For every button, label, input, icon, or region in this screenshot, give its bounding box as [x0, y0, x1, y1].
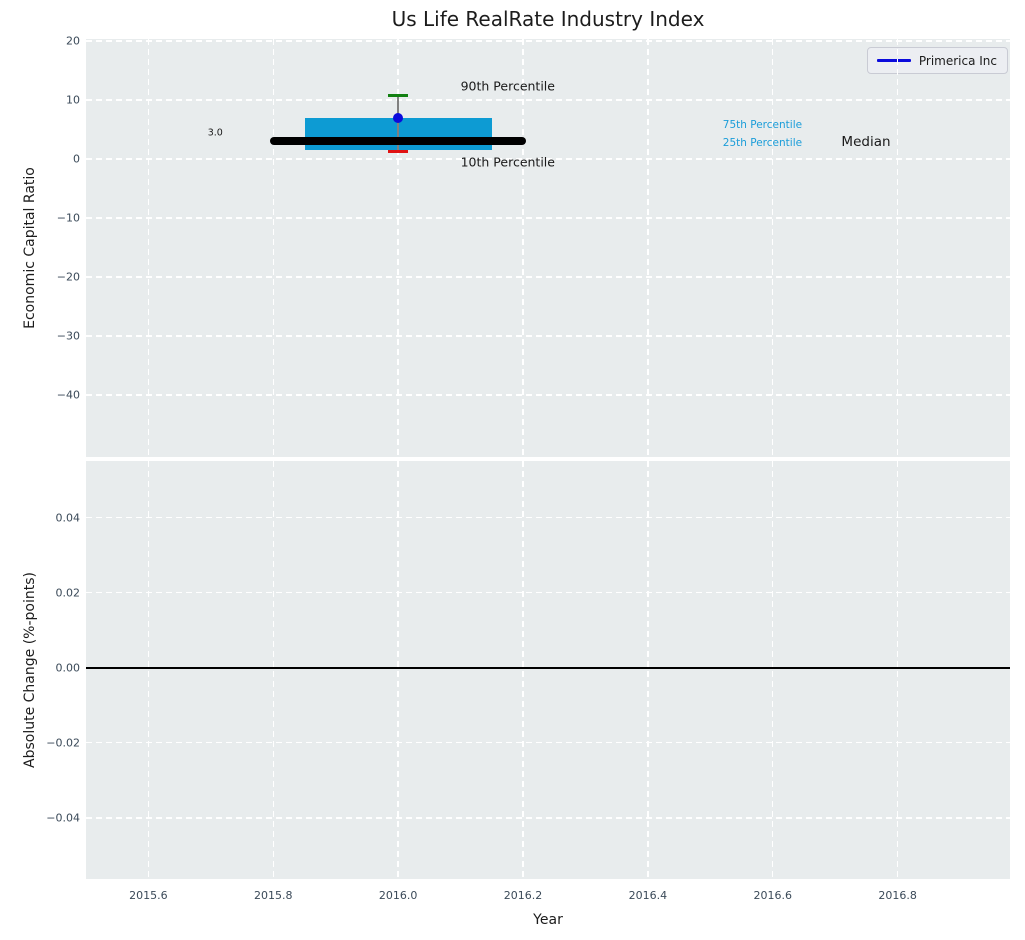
y-gridline — [86, 817, 1010, 819]
bottom-y-tick-label: 0.04 — [55, 511, 81, 525]
top-y-axis-label: Economic Capital Ratio — [22, 167, 38, 329]
bottom-y-tick-label: −0.02 — [46, 736, 80, 750]
legend-series-label: Primerica Inc — [918, 53, 997, 68]
y-gridline — [86, 516, 1010, 519]
bottom-y-axis-label: Absolute Change (%-points) — [22, 572, 38, 768]
x-gridline — [896, 39, 899, 457]
y-gridline — [86, 40, 1010, 42]
annotation-25th-percentile: 25th Percentile — [722, 137, 803, 150]
median-line — [270, 137, 527, 146]
annotation-75th-percentile: 75th Percentile — [722, 118, 803, 131]
whisker-line — [397, 95, 399, 152]
annotation-3-0: 3.0 — [207, 127, 223, 139]
annotation-90th-percentile: 90th Percentile — [460, 78, 555, 94]
bottom-plot-area — [86, 461, 1010, 879]
top-plot-area — [86, 39, 1010, 457]
y-gridline — [86, 217, 1010, 219]
top-y-tick-label: 20 — [66, 34, 80, 48]
x-tick-label: 2016.6 — [753, 889, 793, 902]
x-tick-label: 2015.8 — [254, 889, 293, 902]
annotation-10th-percentile: 10th Percentile — [460, 154, 555, 170]
x-gridline — [397, 461, 399, 879]
y-gridline — [86, 394, 1010, 396]
legend: Primerica Inc — [866, 47, 1008, 74]
x-gridline — [397, 39, 399, 457]
p90-cap — [388, 93, 409, 97]
y-gridline — [86, 276, 1010, 278]
x-tick-label: 2015.6 — [129, 889, 168, 902]
top-y-tick-label: −10 — [56, 211, 80, 225]
p10-cap — [388, 149, 409, 154]
top-y-tick-label: −30 — [56, 329, 80, 343]
x-gridline — [647, 461, 649, 879]
bottom-y-tick-label: −0.04 — [46, 811, 80, 825]
x-gridline — [522, 39, 524, 457]
zero-line — [86, 666, 1010, 669]
y-gridline — [86, 742, 1010, 744]
x-gridline — [896, 461, 899, 879]
top-y-tick-label: −20 — [56, 270, 80, 284]
top-y-tick-label: −40 — [56, 388, 80, 402]
x-tick-label: 2016.2 — [503, 889, 543, 902]
x-gridline — [772, 461, 774, 879]
x-gridline — [147, 461, 150, 879]
top-y-tick-label: 0 — [73, 152, 80, 166]
x-gridline — [772, 39, 774, 457]
x-gridline — [647, 39, 649, 457]
bottom-y-tick-label: 0.02 — [55, 586, 81, 600]
x-tick-label: 2016.0 — [378, 889, 418, 902]
series-marker — [393, 113, 404, 124]
x-gridline — [147, 39, 150, 457]
top-y-tick-label: 10 — [66, 93, 80, 107]
x-tick-label: 2016.8 — [878, 889, 917, 902]
annotation-median: Median — [841, 134, 891, 151]
x-tick-label: 2016.4 — [628, 889, 668, 902]
y-gridline — [86, 99, 1010, 101]
x-gridline — [522, 461, 524, 879]
x-axis-label: Year — [533, 912, 563, 928]
x-gridline — [272, 39, 274, 457]
y-gridline — [86, 158, 1010, 160]
legend-line-swatch — [876, 59, 911, 62]
bottom-y-tick-label: 0.00 — [55, 661, 81, 675]
y-gridline — [86, 592, 1010, 594]
y-gridline — [86, 335, 1010, 337]
chart-title: Us Life RealRate Industry Index — [391, 7, 705, 31]
x-gridline — [272, 461, 274, 879]
